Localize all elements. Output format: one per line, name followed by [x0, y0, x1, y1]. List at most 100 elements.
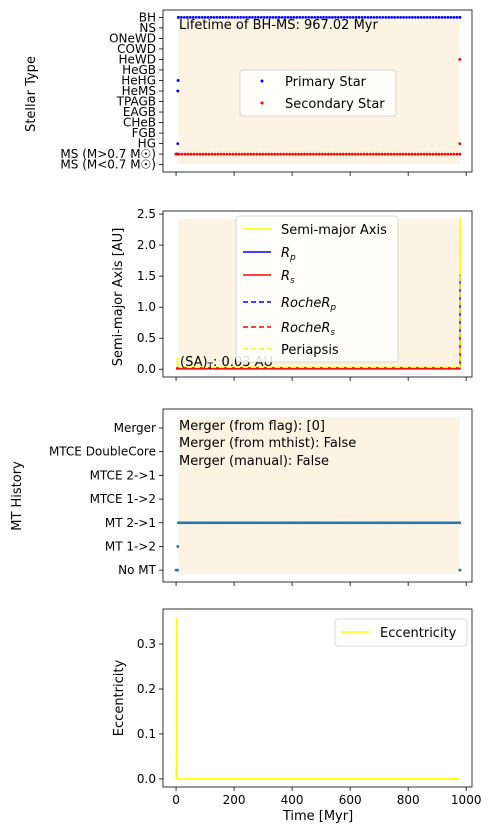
scatter-point — [237, 152, 241, 156]
y-tick-label: 0.5 — [137, 331, 156, 345]
scatter-point — [341, 152, 345, 156]
scatter-point — [283, 521, 287, 525]
scatter-point — [197, 15, 201, 19]
scatter-point — [245, 521, 249, 525]
scatter-point — [452, 152, 456, 156]
scatter-point — [431, 15, 435, 19]
scatter-point — [285, 521, 289, 525]
scatter-point — [413, 15, 417, 19]
scatter-point — [200, 15, 204, 19]
x-tick-label: 200 — [223, 793, 246, 807]
scatter-point — [357, 521, 361, 525]
scatter-point — [303, 521, 307, 525]
scatter-point — [408, 15, 411, 19]
scatter-point — [265, 521, 269, 525]
scatter-point — [432, 521, 436, 525]
scatter-point — [333, 521, 337, 525]
scatter-point — [411, 15, 414, 19]
scatter-point — [227, 15, 231, 19]
scatter-point — [331, 521, 335, 525]
scatter-point — [365, 521, 369, 525]
y-tick-label: TPAGB — [116, 95, 156, 109]
scatter-point — [231, 152, 235, 156]
scatter-point — [317, 521, 321, 525]
scatter-point — [259, 15, 263, 19]
scatter-point — [378, 15, 382, 19]
x-axis-label: Time [Myr] — [282, 809, 353, 824]
scatter-point — [456, 521, 460, 525]
scatter-point — [176, 89, 180, 93]
scatter-point — [199, 521, 202, 525]
y-tick-label: NS — [139, 21, 156, 35]
y-tick-label: MT 1->2 — [105, 539, 156, 553]
scatter-point — [237, 521, 241, 525]
scatter-point — [329, 521, 333, 525]
y-tick-label: ONeWD — [109, 31, 156, 45]
legend-eccentricity-label: Eccentricity — [380, 626, 457, 641]
x-tick-label: 400 — [281, 793, 304, 807]
scatter-point — [336, 15, 340, 19]
scatter-point — [218, 15, 222, 19]
scatter-point — [458, 152, 462, 156]
scatter-point — [383, 152, 387, 156]
scatter-point — [277, 521, 281, 525]
legend: Primary Star Secondary Star — [239, 69, 397, 117]
scatter-point — [215, 15, 219, 19]
scatter-point — [396, 521, 399, 525]
scatter-point — [310, 15, 314, 19]
scatter-point — [292, 15, 296, 19]
semi-major-axis-panel: 0.00.51.01.52.02.5 Semi-major Axis [AU] … — [111, 207, 473, 381]
scatter-point — [382, 521, 385, 525]
y-tick-label: 1.0 — [137, 300, 156, 314]
scatter-point — [255, 521, 259, 525]
scatter-point — [282, 152, 285, 156]
y-tick-label: Merger — [114, 421, 156, 435]
annotation-text: (SA) — [180, 355, 208, 370]
x-tick-label: 600 — [339, 793, 362, 807]
scatter-point — [322, 15, 325, 19]
scatter-point — [203, 15, 207, 19]
scatter-point — [434, 152, 438, 156]
scatter-point — [326, 152, 330, 156]
scatter-point — [431, 152, 435, 156]
eccentricity-panel: 0.0 0.1 0.2 0.3 0 200 400 600 800 1000 Eccentric… — [112, 608, 481, 824]
scatter-point — [327, 521, 331, 525]
scatter-point — [275, 521, 279, 525]
scatter-point — [410, 521, 413, 525]
series-line — [176, 226, 461, 369]
scatter-point — [249, 152, 253, 156]
scatter-point — [293, 521, 297, 525]
scatter-point — [194, 15, 198, 19]
y-tick-label: MS (M>0.7 M☉) — [60, 147, 156, 161]
y-tick-label: MS (M<0.7 M☉) — [60, 158, 156, 172]
scatter-point — [402, 521, 405, 525]
scatter-point — [261, 521, 265, 525]
scatter-point — [303, 152, 306, 156]
scatter-point — [440, 15, 444, 19]
scatter-point — [247, 521, 251, 525]
scatter-point — [328, 15, 331, 19]
scatter-point — [434, 15, 438, 19]
legend-primary-label: Primary Star — [285, 75, 367, 90]
y-ticks: MS (M<0.7 M☉)MS (M>0.7 M☉)HGFGBCHeBEAGBT… — [60, 10, 163, 172]
scatter-point — [176, 568, 179, 572]
scatter-point — [390, 15, 394, 19]
scatter-point — [192, 152, 196, 156]
scatter-point — [426, 521, 430, 525]
legend-roche-rp-text: RocheR — [281, 296, 330, 311]
scatter-point — [291, 521, 295, 525]
scatter-point — [416, 521, 419, 525]
chart-marks — [176, 217, 461, 370]
y-tick-label: HeGB — [122, 63, 156, 77]
scatter-point — [295, 521, 299, 525]
scatter-point — [316, 15, 320, 19]
legend-roche-rp-label: RocheRp — [281, 296, 336, 313]
scatter-point — [304, 15, 308, 19]
scatter-point — [392, 152, 396, 156]
scatter-point — [349, 521, 353, 525]
scatter-point — [369, 15, 373, 19]
y-tick-label: 2.0 — [137, 238, 156, 252]
scatter-point — [351, 521, 355, 525]
scatter-point — [332, 152, 336, 156]
scatter-point — [449, 152, 453, 156]
